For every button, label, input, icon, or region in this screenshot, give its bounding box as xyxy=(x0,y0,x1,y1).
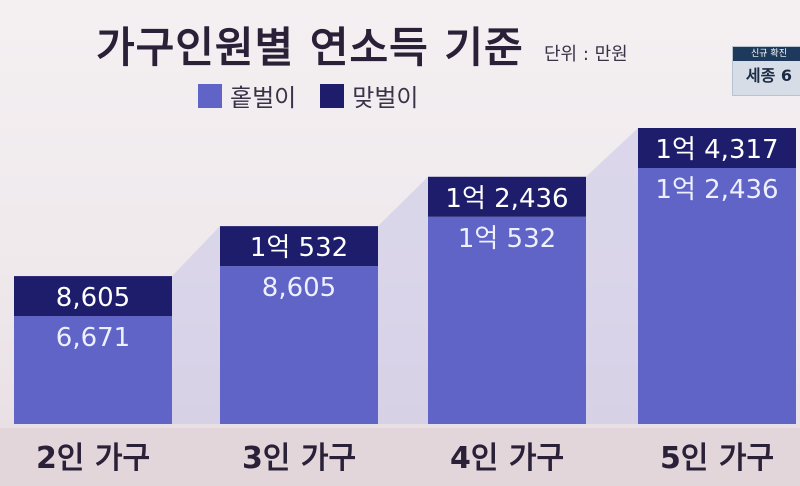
bar-dual-5 xyxy=(638,128,796,168)
data-label-single-2: 6,671 xyxy=(56,323,130,353)
legend-swatch-dual xyxy=(320,83,345,108)
data-label-single-5: 1억 2,436 xyxy=(655,175,778,205)
legend-swatch-single xyxy=(198,83,222,108)
connector-3-4 xyxy=(378,176,428,424)
bar-dual-4 xyxy=(428,176,586,217)
badge-header: 신규 확진 xyxy=(733,47,800,61)
legend-label-single: 홑벌이 xyxy=(230,84,297,112)
legend: 홑벌이 맞벌이 xyxy=(198,78,443,113)
bar-single-4 xyxy=(428,216,586,424)
connector-4-5 xyxy=(586,128,638,424)
chart-title: 가구인원별 연소득 기준 xyxy=(96,23,524,72)
bar-single-2 xyxy=(14,316,172,424)
bar-single-5 xyxy=(638,168,796,424)
unit-label: 단위 : 만원 xyxy=(544,44,628,65)
covid-status-badge: 신규 확진 세종 6 xyxy=(732,46,800,96)
category-label-3: 3인 가구 xyxy=(242,441,356,476)
category-label-2: 2인 가구 xyxy=(36,441,150,476)
data-label-dual-3: 1억 532 xyxy=(250,233,348,263)
bar-dual-2 xyxy=(14,276,172,317)
data-label-single-4: 1억 532 xyxy=(458,224,556,254)
badge-value: 세종 6 xyxy=(745,66,793,85)
legend-label-dual: 맞벌이 xyxy=(352,84,419,112)
data-label-dual-4: 1억 2,436 xyxy=(445,184,568,214)
bar-dual-3 xyxy=(220,226,378,267)
data-label-single-3: 8,605 xyxy=(262,273,336,303)
connector-2-3 xyxy=(172,226,220,424)
category-label-4: 4인 가구 xyxy=(450,441,564,476)
category-label-5: 5인 가구 xyxy=(660,441,774,476)
bar-single-3 xyxy=(220,266,378,424)
data-label-dual-5: 1억 4,317 xyxy=(655,135,778,165)
x-axis-band xyxy=(0,428,800,486)
data-label-dual-2: 8,605 xyxy=(56,283,130,313)
